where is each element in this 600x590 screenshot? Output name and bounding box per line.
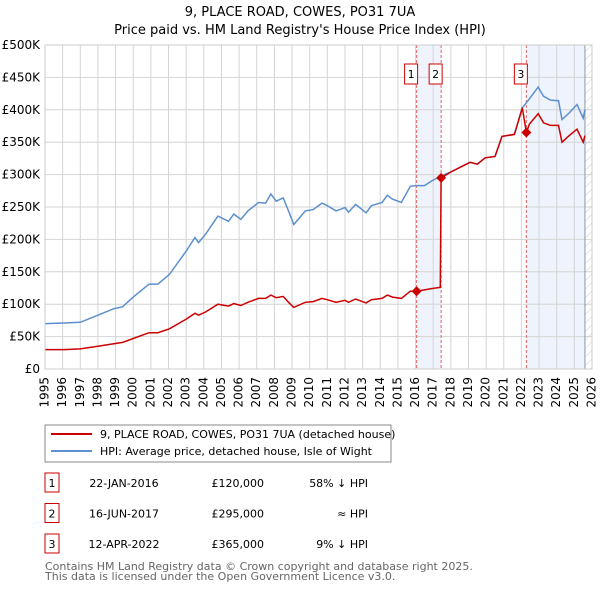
x-tick-label: 2009 xyxy=(285,377,299,408)
x-tick-label: 2008 xyxy=(267,377,281,408)
row-price: £295,000 xyxy=(212,508,265,521)
x-tick-label: 2001 xyxy=(143,377,157,408)
sale-point xyxy=(436,172,447,183)
sale-label: 2 xyxy=(432,68,439,81)
x-tick-label: 1995 xyxy=(38,377,52,408)
table-row: 1 22-JAN-2016 £120,000 58% ↓ HPI xyxy=(44,472,368,493)
sale-label-box xyxy=(404,63,419,85)
x-tick-label: 2014 xyxy=(373,377,387,408)
row-number: 2 xyxy=(49,508,56,521)
row-number-box xyxy=(44,533,60,554)
legend-label-property: 9, PLACE ROAD, COWES, PO31 7UA (detached… xyxy=(100,428,395,441)
x-tick-label: 2016 xyxy=(408,377,422,408)
y-tick-label: £50K xyxy=(9,330,41,344)
row-hpi-comparison: 9% ↓ HPI xyxy=(316,538,368,551)
footer-licence: This data is licensed under the Open Gov… xyxy=(44,570,395,583)
x-tick-label: 2023 xyxy=(532,377,546,408)
y-tick-label: £0 xyxy=(25,362,40,376)
row-number-box xyxy=(44,503,60,523)
row-date: 12-APR-2022 xyxy=(88,538,159,551)
sale-point xyxy=(411,286,422,297)
row-number: 1 xyxy=(49,477,56,490)
forecast-hatch xyxy=(584,45,592,369)
sale-label: 1 xyxy=(408,68,415,81)
x-tick-label: 2010 xyxy=(302,377,316,408)
row-hpi-comparison: 58% ↓ HPI xyxy=(309,477,368,490)
x-tick-label: 1999 xyxy=(108,377,122,408)
footer-copyright: Contains HM Land Registry data © Crown c… xyxy=(45,560,473,573)
transactions-table: 1 22-JAN-2016 £120,000 58% ↓ HPI 2 16-JUN-201… xyxy=(44,472,368,554)
chart-title: 9, PLACE ROAD, COWES, PO31 7UA xyxy=(185,5,416,20)
row-number-box xyxy=(44,472,60,493)
x-tick-label: 2006 xyxy=(232,377,246,408)
row-price: £365,000 xyxy=(212,538,265,551)
x-tick-label: 2018 xyxy=(443,377,457,408)
x-tick-label: 2002 xyxy=(161,377,175,408)
y-tick-label: £450K xyxy=(2,70,42,84)
y-tick-label: £400K xyxy=(2,103,42,117)
x-tick-label: 2015 xyxy=(390,377,404,408)
legend-label-hpi: HPI: Average price, detached house, Isle… xyxy=(100,445,373,458)
x-tick-label: 2003 xyxy=(179,377,193,408)
x-tick-label: 2017 xyxy=(426,377,440,408)
sale-label: 3 xyxy=(517,68,524,81)
y-tick-label: £250K xyxy=(2,200,42,214)
row-price: £120,000 xyxy=(212,477,265,490)
row-number: 3 xyxy=(49,538,56,551)
row-hpi-comparison: ≈ HPI xyxy=(337,508,368,521)
sale-label-box xyxy=(428,63,443,85)
x-tick-label: 2007 xyxy=(249,377,263,408)
y-tick-label: £150K xyxy=(2,265,42,279)
legend: 9, PLACE ROAD, COWES, PO31 7UA (detached… xyxy=(44,424,395,463)
chart-subtitle: Price paid vs. HM Land Registry's House … xyxy=(114,23,486,38)
x-tick-label: 2004 xyxy=(196,377,210,408)
y-tick-label: £100K xyxy=(2,297,42,311)
sale-label-box xyxy=(513,63,528,85)
sale-point xyxy=(521,127,532,138)
x-tick-label: 2019 xyxy=(461,377,475,408)
table-row: 2 16-JUN-2017 £295,000 ≈ HPI xyxy=(44,503,368,523)
row-date: 22-JAN-2016 xyxy=(89,477,158,490)
table-row: 3 12-APR-2022 £365,000 9% ↓ HPI xyxy=(44,533,368,554)
x-tick-label: 2012 xyxy=(337,377,351,408)
plot-border xyxy=(44,44,593,370)
x-tick-label: 2013 xyxy=(355,377,369,408)
x-tick-label: 1997 xyxy=(73,377,87,408)
x-tick-label: 1996 xyxy=(55,377,69,408)
property-price-line xyxy=(45,107,586,351)
x-tick-label: 2011 xyxy=(320,377,334,408)
x-tick-label: 2000 xyxy=(126,377,140,408)
x-tick-label: 2022 xyxy=(514,377,528,408)
y-tick-label: £500K xyxy=(2,38,42,52)
x-tick-label: 2026 xyxy=(585,377,599,408)
y-tick-label: £300K xyxy=(2,168,42,182)
x-tick-label: 2024 xyxy=(549,377,563,408)
y-tick-label: £200K xyxy=(2,232,42,246)
x-tick-label: 2021 xyxy=(496,377,510,408)
legend-box xyxy=(44,424,392,463)
row-date: 16-JUN-2017 xyxy=(89,508,159,521)
x-tick-label: 1998 xyxy=(90,377,104,408)
x-tick-label: 2005 xyxy=(214,377,228,408)
x-tick-label: 2025 xyxy=(567,377,581,408)
x-tick-label: 2020 xyxy=(479,377,493,408)
y-tick-label: £350K xyxy=(2,135,42,149)
